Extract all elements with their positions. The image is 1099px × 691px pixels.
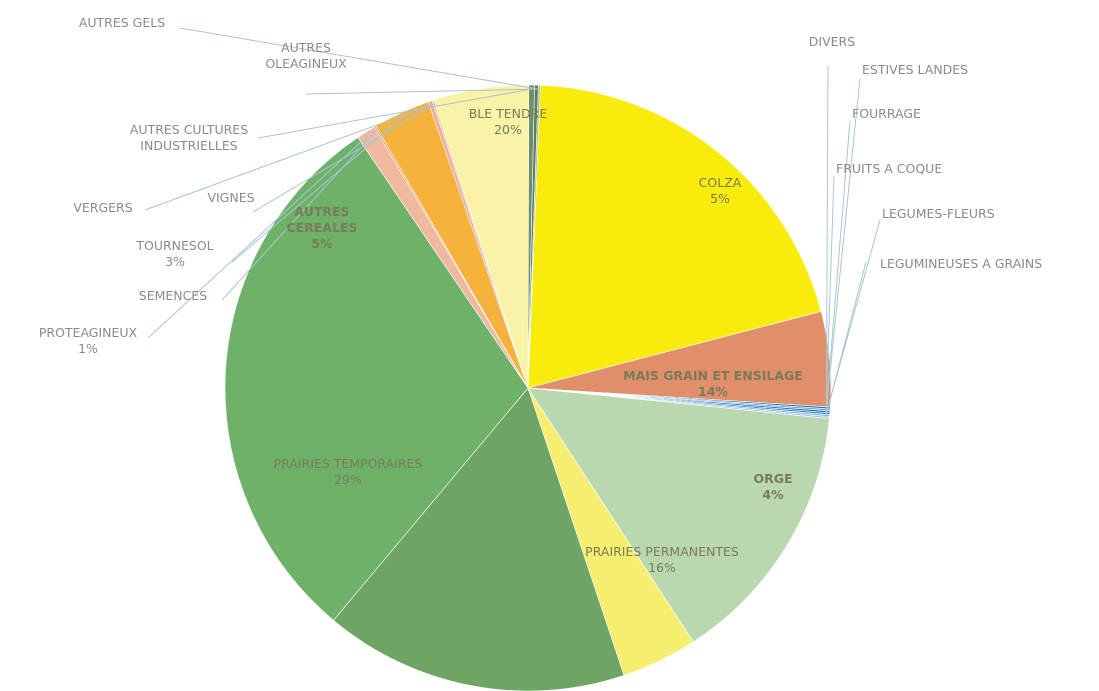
leader-lines	[144, 27, 881, 418]
label-ble-tendre: BLE TENDRE 20%	[469, 106, 548, 137]
label-vignes: VIGNES	[207, 190, 254, 205]
leader-divers	[825, 65, 829, 408]
label-prairies-temporaires: PRAIRIES TEMPORAIRES 29%	[274, 456, 423, 487]
leader-fourrage	[825, 120, 851, 412]
pie-labels: BLE TENDRE 20% COLZA 5% DIVERS ESTIVES LANDES…	[39, 15, 1042, 575]
leader-autres-gels	[179, 27, 540, 90]
slice-ble-tendre	[527, 84, 822, 389]
slice-autres-gels	[527, 84, 541, 389]
label-autres-cereales: AUTRES CEREALES 5%	[286, 204, 357, 251]
leader-autres-cultures-industrielles	[257, 88, 532, 139]
label-mais-grain-et-ensilage: MAIS GRAIN ET ENSILAGE 14%	[623, 368, 803, 399]
label-proteagineux: PROTEAGINEUX 1%	[39, 325, 138, 356]
leader-legumineuses-a-grains	[825, 261, 867, 418]
leader-estives-landes	[825, 77, 861, 410]
label-autres-oleagineux: AUTRES OLEAGINEUX	[265, 40, 347, 71]
label-tournesol: TOURNESOL 3%	[135, 238, 213, 269]
slice-prairies-permanentes	[333, 387, 625, 691]
label-fruits-a-coque: FRUITS A COQUE	[836, 161, 942, 176]
leader-autres-oleagineux	[305, 88, 537, 95]
label-orge: ORGE 4%	[753, 471, 792, 502]
label-colza: COLZA 5%	[699, 175, 742, 206]
label-legumineuses-a-grains: LEGUMINEUSES A GRAINS	[880, 256, 1042, 271]
label-autres-cultures-industrielles: AUTRES CULTURES INDUSTRIELLES	[130, 122, 248, 153]
leader-proteagineux	[147, 135, 369, 339]
label-vergers: VERGERS	[73, 200, 132, 215]
leader-vergers	[144, 104, 432, 211]
leader-tournesol	[231, 115, 404, 263]
slice-mais-grain-et-ensilage	[527, 387, 830, 643]
pie-slices	[224, 84, 832, 691]
label-divers: DIVERS	[809, 34, 855, 49]
leader-vignes	[252, 103, 435, 213]
leader-semences	[221, 129, 378, 301]
slice-prairies-temporaires	[224, 136, 529, 621]
label-prairies-permanentes: PRAIRIES PERMANENTES 16%	[585, 544, 739, 575]
label-legumes-fleurs: LEGUMES-FLEURS	[882, 206, 995, 221]
label-semences: SEMENCES	[139, 288, 207, 303]
leader-fruits-a-coque	[825, 175, 835, 414]
label-autres-gels: AUTRES GELS	[79, 15, 165, 30]
label-estives-landes: ESTIVES LANDES	[862, 62, 968, 77]
label-fourrage: FOURRAGE	[852, 106, 921, 121]
